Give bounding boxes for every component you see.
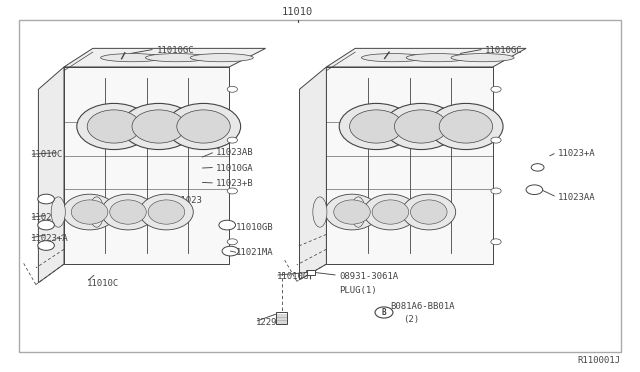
Ellipse shape [491,239,501,245]
Text: 11010GC: 11010GC [157,46,195,55]
Ellipse shape [177,110,230,143]
Text: 11023: 11023 [176,196,203,205]
Text: 11010GC: 11010GC [485,46,523,55]
Text: 11023AB: 11023AB [216,148,254,157]
Ellipse shape [429,103,503,150]
Polygon shape [326,67,493,264]
Ellipse shape [491,86,501,92]
Ellipse shape [122,103,196,150]
Bar [307,270,315,275]
Ellipse shape [227,188,237,194]
Ellipse shape [109,200,147,224]
Bar [306,270,315,272]
Ellipse shape [51,197,65,227]
Ellipse shape [219,220,236,230]
Ellipse shape [190,54,253,62]
Text: 11010C: 11010C [86,279,118,288]
Ellipse shape [148,200,185,224]
Ellipse shape [451,54,514,62]
Ellipse shape [402,194,456,230]
Ellipse shape [349,110,403,143]
Text: 11023+B: 11023+B [216,179,254,188]
Text: 11010GA: 11010GA [216,164,254,173]
Ellipse shape [351,197,365,227]
Text: PLUG(1): PLUG(1) [339,286,377,295]
Bar [276,312,287,324]
Polygon shape [38,67,64,283]
Text: B: B [381,308,387,317]
Ellipse shape [325,194,379,230]
Ellipse shape [362,54,424,62]
Ellipse shape [132,110,186,143]
Polygon shape [300,67,326,280]
Polygon shape [326,48,526,67]
Ellipse shape [87,110,141,143]
Text: (2): (2) [403,315,419,324]
Text: 11010: 11010 [282,7,313,17]
Ellipse shape [526,185,543,195]
Ellipse shape [71,200,108,224]
Ellipse shape [531,164,544,171]
Ellipse shape [364,194,417,230]
Ellipse shape [38,241,54,250]
Text: 11023AA: 11023AA [558,193,596,202]
Ellipse shape [491,188,501,194]
Ellipse shape [491,137,501,143]
Ellipse shape [222,246,239,256]
Ellipse shape [77,103,151,150]
Text: R110001J: R110001J [578,356,621,365]
Polygon shape [64,67,229,264]
Ellipse shape [100,54,164,62]
Text: 11023+A: 11023+A [31,234,68,243]
Ellipse shape [372,200,409,224]
Polygon shape [64,48,266,67]
Text: 11010C: 11010C [31,150,63,159]
Ellipse shape [394,110,448,143]
Text: 11023+A: 11023+A [558,149,596,158]
Text: 08931-3061A: 08931-3061A [339,272,398,280]
Ellipse shape [439,110,493,143]
Ellipse shape [227,86,237,92]
Ellipse shape [384,103,458,150]
Text: 12293: 12293 [256,318,283,327]
Ellipse shape [145,54,209,62]
Text: 11010GB: 11010GB [236,223,273,232]
Ellipse shape [313,197,327,227]
Text: 11023A: 11023A [31,213,63,222]
Ellipse shape [166,103,241,150]
Ellipse shape [63,194,116,230]
Text: 11021MA: 11021MA [236,248,273,257]
Ellipse shape [101,194,155,230]
Ellipse shape [339,103,413,150]
Bar [19,20,621,352]
Ellipse shape [227,137,237,143]
Ellipse shape [375,307,393,318]
Ellipse shape [406,54,469,62]
Ellipse shape [410,200,447,224]
Ellipse shape [90,197,104,227]
Ellipse shape [227,239,237,245]
Ellipse shape [38,194,54,204]
Ellipse shape [38,220,54,230]
Text: 11010G: 11010G [276,272,308,280]
Text: B081A6-BB01A: B081A6-BB01A [390,302,455,311]
Ellipse shape [140,194,193,230]
Ellipse shape [333,200,371,224]
